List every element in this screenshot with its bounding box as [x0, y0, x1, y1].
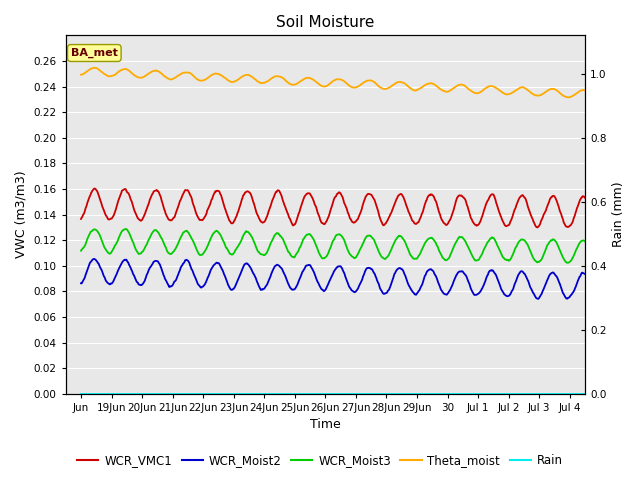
Legend: WCR_VMC1, WCR_Moist2, WCR_Moist3, Theta_moist, Rain: WCR_VMC1, WCR_Moist2, WCR_Moist3, Theta_… [72, 449, 568, 472]
Title: Soil Moisture: Soil Moisture [276, 15, 374, 30]
Text: BA_met: BA_met [71, 48, 118, 58]
Y-axis label: VWC (m3/m3): VWC (m3/m3) [15, 171, 28, 258]
Y-axis label: Rain (mm): Rain (mm) [612, 182, 625, 247]
X-axis label: Time: Time [310, 419, 340, 432]
